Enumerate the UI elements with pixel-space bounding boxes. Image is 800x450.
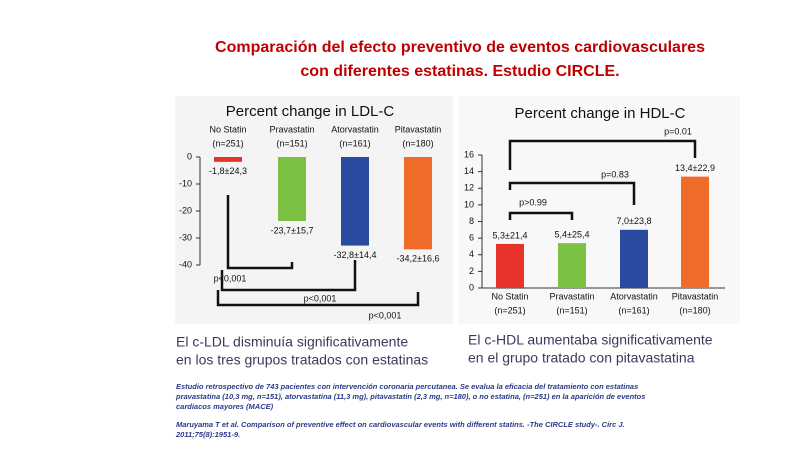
slide-title: Comparación del efecto preventivo de eve… (215, 39, 705, 56)
x-tick-sublabel: (n=161) (339, 138, 370, 148)
y-tick-label: 12 (464, 183, 474, 193)
significance-bracket (226, 195, 294, 270)
significance-label: p<0,001 (214, 273, 247, 283)
caption: El c-HDL aumentaba significativamente (468, 332, 713, 348)
x-tick-label: Pravastatin (549, 291, 594, 301)
chart-title: Percent change in HDL-C (515, 105, 686, 122)
x-tick-label: Atorvastatin (331, 124, 379, 134)
value-label: 7,0±23,8 (617, 216, 652, 226)
y-tick-label: -40 (179, 259, 192, 269)
bar (496, 243, 524, 288)
value-label: 13,4±22,9 (675, 163, 715, 173)
x-tick-label: Atorvastatin (610, 291, 658, 301)
y-tick-label: 0 (187, 151, 192, 161)
y-tick-label: 10 (464, 199, 474, 209)
footnote: 2011;75(8):1951-9. (175, 430, 240, 439)
value-label: 5,3±21,4 (493, 230, 528, 240)
y-tick-label: -20 (179, 205, 192, 215)
slide-title: con diferentes estatinas. Estudio CIRCLE… (300, 63, 619, 80)
significance-label: p<0,001 (369, 310, 402, 320)
x-tick-sublabel: (n=161) (618, 305, 649, 315)
value-label: -32,8±14,4 (334, 250, 377, 260)
significance-bracket (216, 290, 420, 307)
value-label: -34,2±16,6 (397, 254, 440, 264)
y-tick-label: 6 (469, 233, 474, 243)
x-tick-label: Pitavastatin (672, 291, 719, 301)
y-tick-label: 2 (469, 266, 474, 276)
bar (214, 157, 242, 162)
y-tick-label: -30 (179, 232, 192, 242)
bar (558, 243, 586, 288)
value-label: 5,4±25,4 (555, 229, 590, 239)
chart-title: Percent change in LDL-C (226, 103, 395, 120)
caption: El c-LDL disminuía significativamente (176, 334, 408, 350)
value-label: -1,8±24,3 (209, 166, 247, 176)
significance-bracket (220, 260, 357, 292)
footnote: Maruyama T et al. Comparison of preventi… (176, 420, 625, 429)
x-tick-sublabel: (n=180) (679, 305, 710, 315)
caption: en el grupo tratado con pitavastatina (468, 350, 695, 366)
x-tick-label: Pitavastatin (395, 124, 442, 134)
footnote: Estudio retrospectivo de 743 pacientes c… (176, 382, 638, 391)
significance-bracket (508, 139, 697, 170)
x-tick-label: No Statin (491, 291, 528, 301)
significance-label: p>0.99 (519, 197, 547, 207)
bar (341, 157, 369, 246)
bar (404, 157, 432, 250)
bar (681, 176, 709, 288)
significance-bracket (508, 211, 574, 220)
y-tick-label: 14 (464, 166, 474, 176)
x-tick-sublabel: (n=251) (494, 305, 525, 315)
x-tick-sublabel: (n=151) (276, 138, 307, 148)
x-tick-label: Pravastatin (269, 124, 314, 134)
significance-label: p<0,001 (304, 293, 337, 303)
x-tick-sublabel: (n=180) (402, 138, 433, 148)
y-tick-label: 16 (464, 149, 474, 159)
value-label: -23,7±15,7 (271, 225, 314, 235)
x-tick-sublabel: (n=151) (556, 305, 587, 315)
footnote: cardiacos mayores (MACE) (176, 402, 274, 411)
footnote: pravastatina (10,3 mg, n=151), atorvasta… (175, 392, 645, 401)
y-tick-label: 8 (469, 216, 474, 226)
x-tick-label: No Statin (209, 124, 246, 134)
bar (278, 157, 306, 221)
caption: en los tres grupos tratados con estatina… (176, 352, 428, 368)
bar (620, 229, 648, 288)
significance-label: p=0.01 (664, 126, 692, 136)
y-tick-label: 4 (469, 249, 474, 259)
significance-label: p=0.83 (601, 169, 629, 179)
significance-bracket (508, 181, 636, 205)
y-tick-label: 0 (469, 282, 474, 292)
x-tick-sublabel: (n=251) (212, 138, 243, 148)
y-tick-label: -10 (179, 178, 192, 188)
